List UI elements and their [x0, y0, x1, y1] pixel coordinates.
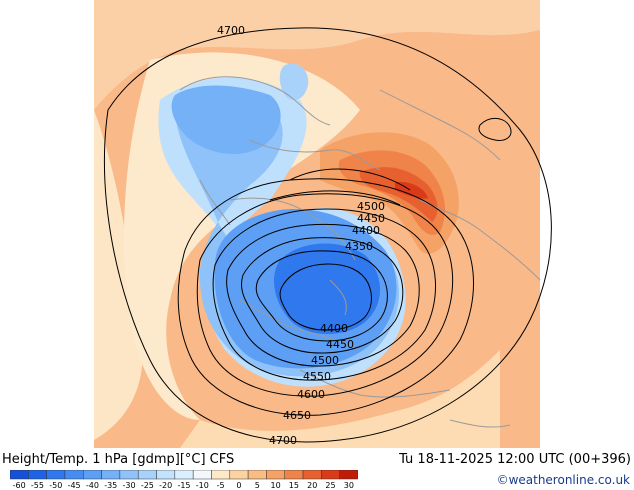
- color-scale-box: [321, 470, 340, 480]
- contour-4500: [226, 223, 420, 367]
- color-scale-label: 15: [289, 481, 299, 490]
- color-scale-label: -55: [31, 481, 44, 490]
- map-title: Height/Temp. 1 hPa [gdmp][°C] CFS: [2, 452, 235, 467]
- coastlines: [179, 76, 541, 428]
- color-scale-label: -60: [13, 481, 26, 490]
- contour-label-4500-lower: 4500: [311, 354, 339, 367]
- map-datetime: Tu 18-11-2025 12:00 UTC (00+396): [399, 452, 631, 467]
- color-scale-label: 10: [270, 481, 280, 490]
- pale-region-north: [94, 0, 540, 110]
- color-scale-label: -10: [196, 481, 209, 490]
- color-scale-box: [10, 470, 29, 480]
- color-scale-box: [64, 470, 84, 480]
- color-scale-label: -20: [159, 481, 172, 490]
- contour-label-4400-lower: 4400: [320, 322, 348, 335]
- contour-label-4700-bottom: 4700: [269, 434, 297, 447]
- color-scale-label: 5: [255, 481, 260, 490]
- contour-4450: [241, 237, 404, 354]
- height-contours: [103, 27, 552, 443]
- contour-label-4650: 4650: [283, 409, 311, 422]
- color-scale-box: [46, 470, 66, 480]
- contour-closed-ne: [478, 118, 512, 141]
- color-scale-label: -45: [68, 481, 81, 490]
- contour-label-4700-top: 4700: [217, 24, 245, 37]
- color-scale-box: [101, 470, 121, 480]
- color-scale-box: [174, 470, 194, 480]
- color-scale-label: 20: [307, 481, 317, 490]
- color-scale-box: [156, 470, 176, 480]
- pale-region-south: [180, 350, 500, 448]
- color-scale-label: -50: [49, 481, 62, 490]
- contour-label-4550: 4550: [303, 370, 331, 383]
- color-scale-box: [28, 470, 47, 480]
- footer: Height/Temp. 1 hPa [gdmp][°C] CFS Tu 18-…: [0, 450, 634, 490]
- color-scale-box: [137, 470, 157, 480]
- color-scale-box: [83, 470, 102, 480]
- color-scale-label: -25: [141, 481, 154, 490]
- color-scale-label: -30: [123, 481, 136, 490]
- contour-4350: [279, 263, 372, 331]
- color-scale-label: 25: [325, 481, 335, 490]
- contour-label-4450-upper: 4450: [357, 212, 385, 225]
- cold-region-deep: [273, 243, 380, 334]
- contour-label-4400-upper: 4400: [352, 224, 380, 237]
- warm-region-core: [359, 167, 438, 222]
- contour-north-b: [269, 190, 401, 206]
- color-scale-box: [229, 470, 249, 480]
- pale-region-west: [94, 110, 143, 440]
- color-scale-label: -15: [177, 481, 190, 490]
- contour-label-4350: 4350: [345, 240, 373, 253]
- color-scale-label: -35: [104, 481, 117, 490]
- cold-region-blob-nw: [279, 63, 309, 101]
- color-scale-box: [192, 470, 212, 480]
- color-scale-box: [119, 470, 139, 480]
- color-scale-box: [284, 470, 304, 480]
- contour-4400: [255, 250, 388, 342]
- cold-region-blob-north: [171, 85, 281, 155]
- credit-link[interactable]: ©weatheronline.co.uk: [496, 473, 630, 487]
- color-scale-label: -40: [86, 481, 99, 490]
- color-scale-box: [211, 470, 231, 480]
- contour-label-4500-upper: 4500: [357, 200, 385, 213]
- contour-4550: [212, 208, 436, 381]
- contour-4600: [196, 193, 454, 397]
- color-scale-box: [339, 470, 358, 480]
- color-scale-box: [266, 470, 285, 480]
- color-scale: -60 -55 -50 -45 -40 -35 -30 -25 -20 -15 -10 -5 0 5 10 1…: [10, 470, 358, 490]
- contour-labels: 4700 4500 4450 4400 4350 4400 4450 4500 …: [217, 24, 385, 447]
- color-scale-label: 30: [344, 481, 354, 490]
- color-scale-box: [247, 470, 267, 480]
- color-scale-label: 0: [236, 481, 241, 490]
- contour-north-a: [289, 168, 411, 191]
- contour-4700: [103, 27, 552, 443]
- contour-label-4450-lower: 4450: [326, 338, 354, 351]
- weather-map: 4700 4500 4450 4400 4350 4400 4450 4500 …: [94, 0, 552, 448]
- color-scale-label: -5: [217, 481, 225, 490]
- color-scale-box: [302, 470, 322, 480]
- contour-label-4600: 4600: [297, 388, 325, 401]
